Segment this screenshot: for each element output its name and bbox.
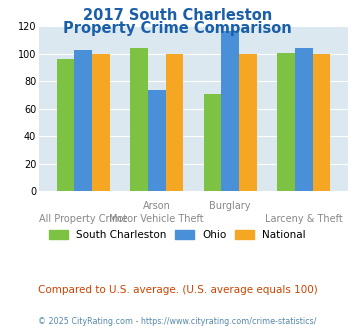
Text: 2017 South Charleston: 2017 South Charleston [83,8,272,23]
Text: Arson: Arson [143,201,171,211]
Text: Compared to U.S. average. (U.S. average equals 100): Compared to U.S. average. (U.S. average … [38,285,317,295]
Bar [165,54,183,191]
Bar [239,54,257,191]
Bar [277,52,295,191]
Bar [148,90,165,191]
Bar [222,31,239,191]
Bar [130,49,148,191]
Legend: South Charleston, Ohio, National: South Charleston, Ohio, National [45,226,310,244]
Bar [57,59,74,191]
Bar [204,94,222,191]
Text: Property Crime Comparison: Property Crime Comparison [63,21,292,36]
Text: All Property Crime: All Property Crime [39,214,127,224]
Bar [295,49,313,191]
Text: Larceny & Theft: Larceny & Theft [265,214,343,224]
Text: Burglary: Burglary [209,201,251,211]
Bar [74,50,92,191]
Bar [92,54,110,191]
Text: Motor Vehicle Theft: Motor Vehicle Theft [109,214,204,224]
Bar [313,54,330,191]
Text: © 2025 CityRating.com - https://www.cityrating.com/crime-statistics/: © 2025 CityRating.com - https://www.city… [38,317,317,326]
